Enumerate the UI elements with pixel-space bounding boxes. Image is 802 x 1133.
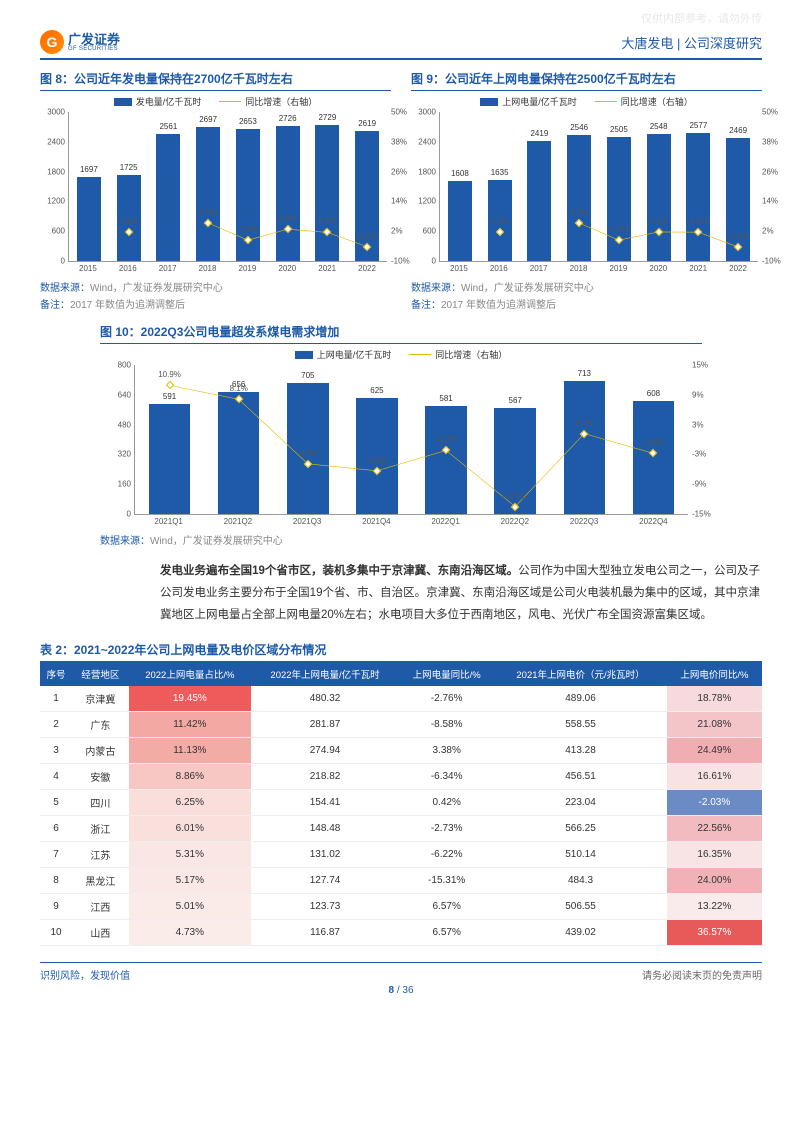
chart-9-title: 图 9：公司近年上网电量保持在2500亿千瓦时左右 xyxy=(411,70,762,91)
chart-10-legend: 上网电量/亿千瓦时 同比增速（右轴） xyxy=(100,348,702,361)
line-legend-swatch xyxy=(219,101,241,102)
chart-8-legend: 发电量/亿千瓦时 同比增速（右轴） xyxy=(40,95,391,108)
chart-8-title: 图 8：公司近年发电量保持在2700亿千瓦时左右 xyxy=(40,70,391,91)
page-number: 8 / 36 xyxy=(40,985,762,996)
document-title: 大唐发电 | 公司深度研究 xyxy=(621,33,762,52)
chart-9-legend: 上网电量/亿千瓦时 同比增速（右轴） xyxy=(411,95,762,108)
logo-text-en: GF SECURITIES xyxy=(68,46,120,52)
logo-text-cn: 广发证券 xyxy=(68,33,120,46)
bar-legend-swatch xyxy=(480,98,498,106)
logo-icon: G xyxy=(40,30,64,54)
bar-legend-label: 上网电量/亿千瓦时 xyxy=(502,95,577,108)
line-legend-swatch xyxy=(409,354,431,355)
footer-left: 识别风险，发现价值 xyxy=(40,967,130,982)
chart-9-note: 2017 年数值为追溯调整后 xyxy=(441,300,556,311)
bar-legend-swatch xyxy=(114,98,132,106)
bar-legend-swatch xyxy=(295,351,313,359)
chart-10: 图 10：2022Q3公司电量超发系煤电需求增加 上网电量/亿千瓦时 同比增速（… xyxy=(100,323,702,547)
body-bold: 发电业务遍布全国19个省市区，装机多集中于京津冀、东南沿海区域。 xyxy=(160,565,518,577)
watermark: 仅供内部参考，请勿外传 xyxy=(641,10,762,26)
chart-9: 图 9：公司近年上网电量保持在2500亿千瓦时左右 上网电量/亿千瓦时 同比增速… xyxy=(411,70,762,311)
line-legend-label: 同比增速（右轴） xyxy=(435,348,507,361)
logo: G 广发证券 GF SECURITIES xyxy=(40,30,120,54)
chart-8-note: 2017 年数值为追溯调整后 xyxy=(70,300,185,311)
line-legend-label: 同比增速（右轴） xyxy=(245,95,317,108)
bar-legend-label: 上网电量/亿千瓦时 xyxy=(317,348,392,361)
chart-8-canvas: 06001200180024003000 -10%2%14%26%38%50% … xyxy=(68,112,387,262)
table-2: 序号经营地区2022上网电量占比/%2022年上网电量/亿千瓦时上网电量同比/%… xyxy=(40,662,762,946)
chart-8-source: Wind，广发证券发展研究中心 xyxy=(90,283,223,294)
page-header: G 广发证券 GF SECURITIES 大唐发电 | 公司深度研究 xyxy=(40,30,762,60)
footer-right: 请务必阅读末页的免责声明 xyxy=(642,967,762,982)
chart-9-source: Wind，广发证券发展研究中心 xyxy=(461,283,594,294)
bar-legend-label: 发电量/亿千瓦时 xyxy=(136,95,202,108)
body-paragraph: 发电业务遍布全国19个省市区，装机多集中于京津冀、东南沿海区域。公司作为中国大型… xyxy=(160,561,760,627)
page-footer: 识别风险，发现价值 请务必阅读末页的免责声明 xyxy=(40,962,762,982)
chart-10-source: Wind，广发证券发展研究中心 xyxy=(150,536,283,547)
chart-10-canvas: 0160320480640800 -15%-9%-3%3%9%15% 59165… xyxy=(134,365,688,515)
line-legend-swatch xyxy=(595,101,617,102)
chart-10-title: 图 10：2022Q3公司电量超发系煤电需求增加 xyxy=(100,323,702,344)
table-2-title: 表 2：2021~2022年公司上网电量及电价区域分布情况 xyxy=(40,641,762,662)
line-legend-label: 同比增速（右轴） xyxy=(621,95,693,108)
chart-9-canvas: 06001200180024003000 -10%2%14%26%38%50% … xyxy=(439,112,758,262)
chart-8: 图 8：公司近年发电量保持在2700亿千瓦时左右 发电量/亿千瓦时 同比增速（右… xyxy=(40,70,391,311)
